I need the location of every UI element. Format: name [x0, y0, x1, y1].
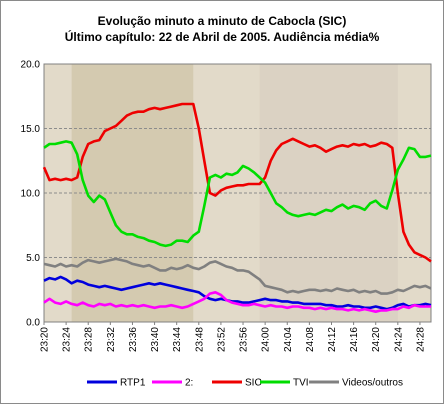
- x-tick-label: 23:32: [106, 327, 117, 352]
- series-line-2: [42, 102, 432, 263]
- x-tick-label: 24:08: [305, 327, 316, 352]
- x-tick-label: 23:52: [216, 327, 227, 352]
- plot-border: [43, 63, 432, 323]
- legend-label-1: 2:: [185, 378, 193, 389]
- x-tick-label: 23:20: [40, 327, 51, 352]
- legend-label-2: SIC: [245, 378, 262, 389]
- x-tick-label: 24:16: [349, 327, 360, 352]
- x-tick-label: 23:28: [84, 327, 95, 352]
- legend-label-0: RTP1: [120, 378, 146, 389]
- legend-label-4: Videos/outros: [342, 378, 403, 389]
- x-tick-label: 23:48: [194, 327, 205, 352]
- x-tick-label: 24:20: [371, 327, 382, 352]
- legend-label-3: TVI: [293, 378, 309, 389]
- x-tick-label: 23:24: [62, 327, 73, 352]
- chart-title: Evolução minuto a minuto de Cabocla (SIC…: [97, 14, 347, 28]
- series-line-0: [43, 275, 432, 311]
- x-tick-label: 24:04: [283, 327, 294, 352]
- y-tick-label: 0.0: [26, 318, 40, 329]
- chart-subtitle: Último capítulo: 22 de Abril de 2005. Au…: [64, 30, 380, 44]
- y-tick-label: 5.0: [26, 253, 40, 264]
- x-tick-label: 24:24: [393, 327, 404, 352]
- y-tick-label: 20.0: [21, 60, 41, 71]
- x-tick-label: 23:44: [172, 327, 183, 352]
- y-tick-label: 10.0: [21, 189, 41, 200]
- x-tick-label: 23:56: [239, 327, 250, 352]
- series-line-3: [43, 140, 432, 248]
- x-tick-label: 24:28: [415, 327, 426, 352]
- x-tick-label: 24:00: [261, 327, 272, 352]
- y-tick-label: 15.0: [21, 124, 41, 135]
- series-line-1: [43, 291, 431, 313]
- x-tick-label: 23:40: [150, 327, 161, 352]
- series-line-4: [43, 257, 432, 295]
- x-tick-label: 24:12: [327, 327, 338, 352]
- x-tick-label: 23:36: [128, 327, 139, 352]
